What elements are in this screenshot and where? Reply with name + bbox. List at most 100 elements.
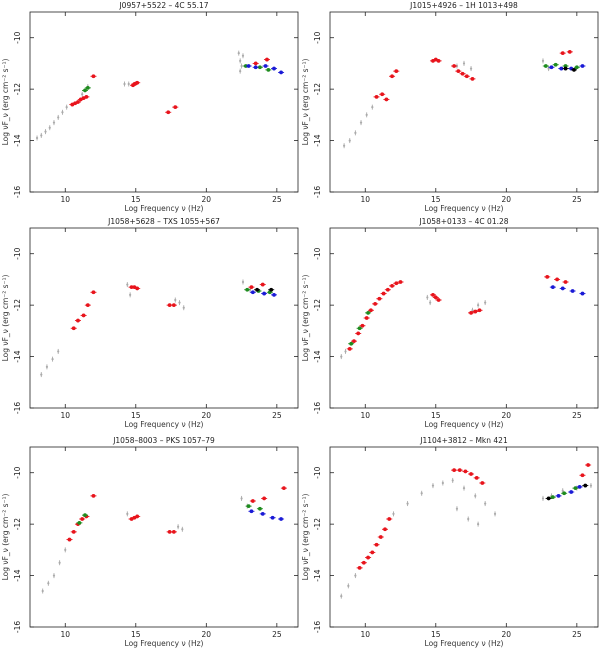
sed-panel-6: J1104+3812 – Mkn 421 10 15 20 25 -10 -12 -14 -16…	[301, 436, 599, 648]
data-point	[484, 301, 487, 304]
data-point	[573, 486, 578, 491]
x-axis-label: Log Frequency ν (Hz)	[425, 204, 504, 213]
y-tick-label: -14	[313, 569, 322, 581]
series-black	[562, 66, 578, 72]
y-axis-label: Log νF_ν (erg cm⁻² s⁻¹)	[1, 59, 10, 146]
data-point	[279, 517, 283, 521]
data-point	[580, 473, 585, 478]
panel-title: J1058–8003 – PKS 1057–79	[112, 436, 215, 445]
data-point	[569, 490, 574, 494]
data-point	[171, 529, 176, 534]
data-point	[549, 65, 554, 70]
data-point	[420, 492, 423, 495]
data-point	[477, 523, 480, 526]
data-point	[262, 291, 267, 296]
data-point	[347, 346, 352, 351]
y-tick-label: -16	[13, 621, 22, 633]
data-point	[45, 365, 49, 368]
plot-frame	[29, 227, 299, 409]
data-point	[561, 489, 564, 492]
data-point	[269, 287, 274, 292]
data-point	[260, 511, 265, 516]
data-point	[354, 131, 357, 134]
data-point	[394, 69, 399, 74]
data-point	[40, 373, 43, 376]
data-point	[249, 285, 254, 290]
data-point	[365, 113, 368, 116]
data-point	[167, 303, 172, 308]
data-point	[383, 527, 387, 532]
data-point	[44, 130, 47, 133]
data-point	[356, 331, 361, 336]
series-red	[70, 282, 266, 331]
data-point	[272, 292, 276, 297]
data-point	[470, 76, 475, 81]
data-point	[577, 484, 582, 489]
series-archival	[343, 58, 550, 149]
y-tick-label: -14	[13, 134, 22, 146]
data-point	[431, 292, 435, 297]
data-point	[263, 64, 268, 68]
x-axis-label: Log Frequency ν (Hz)	[425, 639, 504, 648]
data-point	[373, 301, 378, 306]
data-point	[589, 484, 593, 487]
data-point	[550, 285, 555, 290]
y-tick-label: -10	[13, 247, 22, 259]
data-point	[84, 94, 89, 99]
data-point	[347, 584, 350, 587]
data-point	[567, 49, 572, 54]
y-tick-label: -14	[13, 350, 22, 362]
panel-title: J1015+4926 – 1H 1013+498	[409, 1, 518, 10]
data-point	[171, 303, 176, 308]
x-tick-label: 10	[60, 630, 70, 639]
data-point	[76, 318, 80, 323]
data-point	[387, 517, 392, 521]
data-point	[344, 350, 347, 353]
data-point	[83, 513, 87, 518]
data-point	[406, 502, 409, 505]
data-point	[462, 62, 466, 65]
data-point	[426, 296, 429, 299]
data-point	[67, 537, 72, 542]
data-point	[493, 512, 497, 515]
x-tick-label: 20	[502, 411, 512, 420]
series-green	[348, 310, 372, 346]
x-axis-label: Log Frequency ν (Hz)	[125, 420, 204, 429]
data-point	[546, 496, 551, 501]
data-point	[51, 358, 54, 361]
x-tick-label: 25	[572, 630, 582, 639]
data-point	[547, 67, 550, 70]
data-point	[57, 116, 60, 119]
data-point	[83, 88, 87, 93]
data-point	[357, 326, 362, 331]
data-point	[85, 303, 90, 308]
y-tick-label: -10	[313, 31, 322, 43]
sed-panel-4: J1058+0133 – 4C 01.28 10 15 20 25 -10 -12 -14 -1…	[301, 217, 599, 429]
y-tick-label: -10	[313, 466, 322, 478]
y-tick-label: -10	[13, 466, 22, 478]
data-point	[123, 82, 126, 86]
data-point	[464, 74, 469, 79]
data-point	[563, 66, 568, 71]
x-axis-label: Log Frequency ν (Hz)	[425, 420, 504, 429]
series-blue	[555, 484, 583, 498]
series-red	[66, 486, 287, 542]
x-tick-label: 10	[360, 630, 370, 639]
y-tick-label: -10	[313, 247, 322, 259]
data-point	[553, 62, 558, 67]
data-point	[77, 520, 82, 525]
series-archival	[35, 50, 245, 141]
data-point	[52, 574, 56, 577]
data-point	[35, 136, 39, 140]
data-point	[378, 535, 383, 539]
data-point	[374, 542, 379, 547]
data-point	[85, 85, 90, 90]
series-green	[82, 64, 272, 93]
data-point	[61, 111, 64, 114]
x-tick-label: 10	[60, 195, 70, 204]
data-point	[48, 126, 51, 129]
data-point	[398, 280, 403, 284]
series-blue	[549, 285, 586, 296]
y-tick-label: -16	[313, 402, 322, 414]
y-tick-label: -12	[13, 83, 22, 95]
